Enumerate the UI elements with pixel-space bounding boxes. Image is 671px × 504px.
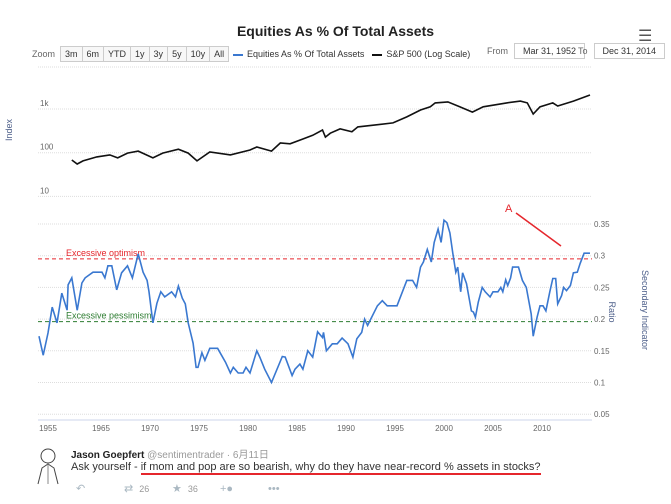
zoom-all-button[interactable]: All [209,46,230,62]
right-tick-label: 0.15 [594,347,610,356]
x-tick-label: 1995 [386,424,404,433]
right-tick-label: 0.35 [594,220,610,229]
retweet-count: 26 [139,483,150,494]
band-label: Excessive pessimism [66,311,152,321]
chart-title: Equities As % Of Total Assets [236,23,435,39]
secondary-axis-title: Secondary Indicator [640,270,650,350]
from-label: From [487,46,508,56]
zoom-3y-button[interactable]: 3y [148,46,169,62]
tweet-text-prefix: Ask yourself - [71,461,141,473]
reply-button[interactable]: ↶ [76,482,124,495]
hamburger-icon[interactable]: ☰ [638,28,653,45]
x-tick-label: 2010 [533,424,551,433]
x-tick-label: 2005 [484,424,502,433]
left-tick-label: 10 [40,186,49,195]
ratio-axis-title: Ratio [607,301,617,322]
legend: Equities As % Of Total Assets S&P 500 (L… [233,49,470,59]
tweet-text-highlight: if mom and pop are so bearish, why do th… [140,461,541,475]
more-icon: ••• [268,482,280,495]
x-tick-label: 1970 [141,424,159,433]
legend-item-equities[interactable]: Equities As % Of Total Assets [233,49,364,59]
from-date-input[interactable]: Mar 31, 1952 [514,43,586,59]
star-icon: ★ [172,483,182,495]
tweet-text: Ask yourself - if mom and pop are so bea… [71,461,541,475]
tweet-author[interactable]: Jason Goepfert [71,450,145,461]
legend-label: S&P 500 (Log Scale) [386,49,471,59]
follow-icon: +● [220,482,234,495]
annotation-label: A [505,203,513,215]
x-tick-label: 2000 [435,424,453,433]
x-tick-label: 1955 [39,424,57,433]
to-range: To Dec 31, 2014 [578,43,666,59]
follow-button[interactable]: +● [220,482,268,495]
zoom-6m-button[interactable]: 6m [81,46,105,62]
x-tick-label: 1980 [239,424,257,433]
x-tick-label: 1965 [92,424,110,433]
avatar[interactable] [34,446,62,486]
tweet-actions: ↶ ⇄ 26 ★ 36 +● ••• [76,482,316,496]
annotation-arrow [515,212,562,247]
to-date-input[interactable]: Dec 31, 2014 [593,43,666,59]
series-equities-line [38,218,590,385]
avatar-sketch-icon [37,448,59,485]
right-tick-label: 0.2 [594,315,606,324]
legend-item-sp500[interactable]: S&P 500 (Log Scale) [372,49,470,59]
tweet-date[interactable]: · 6月11日 [226,450,269,461]
right-tick-label: 0.1 [594,379,606,388]
zoom-3m-button[interactable]: 3m [60,46,83,62]
right-tick-label: 0.3 [594,252,606,261]
series-sp500-line [71,94,591,165]
right-tick-label: 0.25 [594,283,610,292]
zoom-buttons: 3m 6m YTD 1y 3y 5y 10y All [60,46,230,62]
favorite-count: 36 [187,483,198,494]
retweet-icon: ⇄ [124,483,134,495]
reply-icon: ↶ [76,483,86,495]
band-label: Excessive optimism [66,248,145,258]
left-tick-label: 1k [40,99,49,108]
zoom-label: Zoom [32,49,56,59]
more-button[interactable]: ••• [268,482,316,495]
tweet-header: Jason Goepfert @sentimentrader · 6月11日 [71,446,269,461]
x-tick-label: 1975 [190,424,208,433]
right-tick-label: 0.05 [594,410,610,419]
x-tick-label: 1985 [288,424,306,433]
zoom-10y-button[interactable]: 10y [185,46,211,62]
x-tick-label: 1990 [337,424,355,433]
chart-plot: 1955 1965 1970 1975 1980 1985 1990 1995 2000 2005… [4,66,650,433]
tweet-handle[interactable]: @sentimentrader [147,450,224,461]
zoom-1y-button[interactable]: 1y [130,46,150,62]
left-tick-label: 100 [40,143,54,152]
favorite-button[interactable]: ★ 36 [172,482,220,495]
retweet-button[interactable]: ⇄ 26 [124,482,172,495]
to-label: To [578,46,588,56]
legend-label: Equities As % Of Total Assets [247,49,365,59]
left-axis-title: Index [4,118,14,141]
from-range: From Mar 31, 1952 [487,43,586,59]
